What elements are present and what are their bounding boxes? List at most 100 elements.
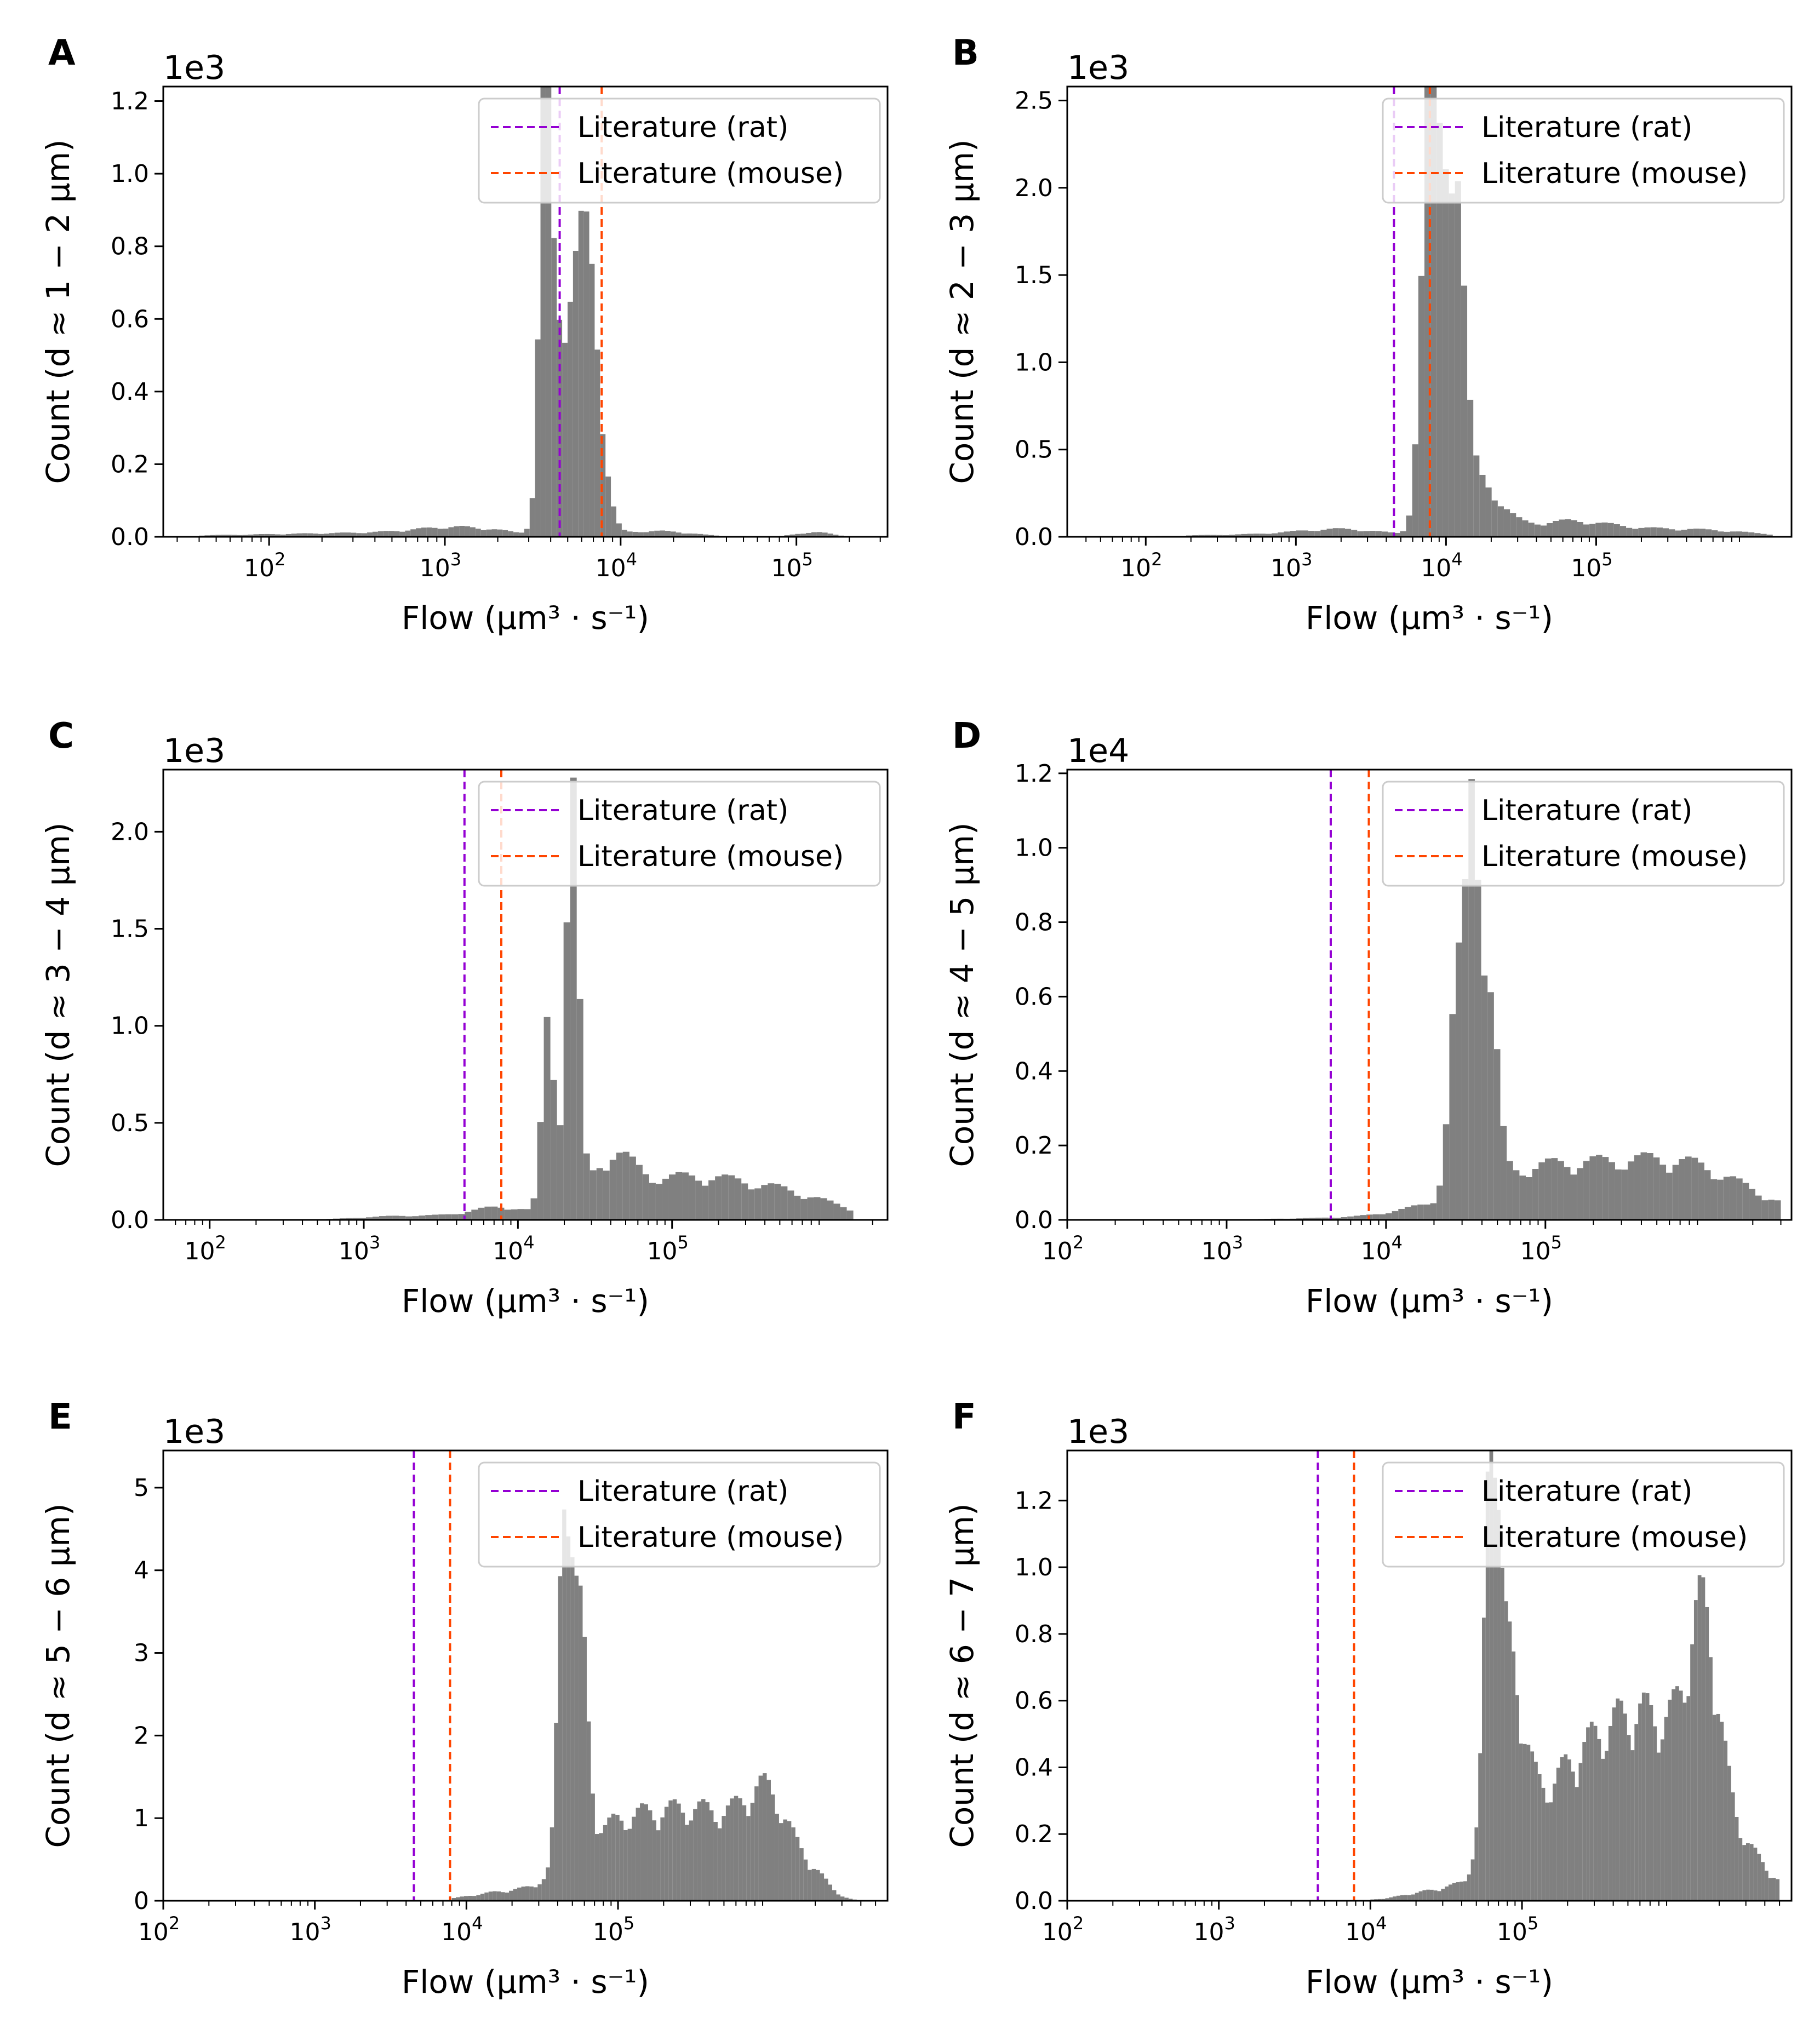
y-tick-label: 0.0 — [1015, 523, 1053, 551]
histogram-bar — [1768, 1200, 1775, 1220]
histogram-bar — [750, 1802, 755, 1901]
histogram-bar — [480, 1894, 485, 1901]
histogram-bar — [763, 1773, 767, 1901]
histogram-bar — [715, 1176, 722, 1220]
histogram-bar — [1653, 1157, 1660, 1220]
histogram-bar — [1613, 524, 1620, 537]
histogram-bar — [517, 1209, 524, 1220]
y-tick-label: 4 — [134, 1557, 149, 1585]
axes-frame — [162, 769, 889, 1221]
histogram-bar — [1417, 1205, 1424, 1220]
histogram-bar — [1393, 1896, 1397, 1901]
histogram-bar — [660, 530, 665, 537]
histogram-bar — [459, 526, 465, 537]
histogram-bar — [484, 1206, 491, 1220]
histogram-bar — [789, 534, 795, 537]
legend-rat-label: Literature (rat) — [577, 111, 788, 144]
histogram-bar — [1344, 529, 1352, 537]
histogram-bar — [640, 1803, 644, 1901]
histogram-bar — [1497, 506, 1504, 537]
histogram-bar — [1551, 1158, 1558, 1220]
histogram-bar — [649, 531, 655, 537]
x-axis-label: Flow (μm³ · s⁻¹) — [1306, 599, 1553, 637]
histogram-bar — [1601, 1758, 1605, 1901]
histogram-bar — [1619, 526, 1627, 537]
histogram-bar — [313, 534, 319, 537]
histogram-bar — [695, 1180, 702, 1220]
x-tick-exponent: 2 — [1151, 549, 1162, 570]
x-axis-ticks: 102 103 104 105 — [176, 537, 881, 582]
histogram-bar — [583, 1153, 590, 1220]
histogram-bar — [546, 87, 552, 537]
axis-multiplier: 1e4 — [1067, 732, 1129, 770]
x-tick-base: 10 — [1120, 554, 1151, 582]
legend-mouse-label: Literature (mouse) — [577, 840, 844, 873]
axis-multiplier: 1e3 — [163, 732, 225, 770]
x-tick-label: 105 — [1497, 1913, 1538, 1946]
x-tick-exponent: 5 — [1601, 549, 1612, 570]
x-tick-exponent: 2 — [1073, 1913, 1084, 1934]
histogram-bar — [623, 1830, 628, 1901]
y-tick-label: 0.6 — [1015, 983, 1053, 1011]
x-tick-label: 104 — [1421, 549, 1462, 582]
histogram-bar — [1491, 500, 1498, 537]
y-tick-label: 0.4 — [1015, 1057, 1053, 1085]
histogram-bar — [1394, 532, 1400, 537]
histogram-bar — [432, 528, 438, 537]
histogram-bars — [1143, 779, 1781, 1220]
y-tick-label: 1.2 — [1015, 760, 1053, 788]
histogram-bar — [665, 531, 671, 537]
histogram-bar — [451, 1214, 459, 1220]
x-tick-label: 102 — [244, 549, 285, 582]
legend: Literature (rat) Literature (mouse) — [478, 98, 881, 204]
y-axis-label: Count (d ≈ 5 − 6 μm) — [39, 1503, 77, 1848]
histogram-bar — [1278, 532, 1284, 537]
histogram-bar — [1679, 1159, 1685, 1220]
histogram-bar — [383, 531, 389, 537]
histogram-bar — [1717, 1179, 1724, 1220]
histogram-bar — [1308, 531, 1315, 537]
histogram-bar — [652, 1820, 656, 1901]
histogram-bar — [1575, 1787, 1579, 1901]
histogram-bar — [1265, 534, 1272, 537]
histogram-bar — [1647, 1153, 1653, 1220]
y-tick-label: 1 — [134, 1804, 149, 1832]
histogram-bar — [1616, 1698, 1620, 1901]
legend: Literature (rat) Literature (mouse) — [1382, 781, 1785, 887]
histogram-bar — [1596, 1155, 1602, 1220]
histogram-bar — [1712, 1715, 1716, 1901]
histogram-bar — [1760, 534, 1767, 537]
histogram-bar — [848, 1899, 853, 1901]
histogram-bar — [1749, 1844, 1754, 1901]
histogram-bar — [1445, 1886, 1449, 1901]
histogram-bar — [1772, 1878, 1776, 1901]
histogram-bar — [1407, 1895, 1412, 1901]
histogram-bar — [1541, 1787, 1546, 1901]
axis-multiplier: 1e3 — [163, 49, 225, 87]
x-tick-exponent: 4 — [626, 549, 637, 570]
histogram-bar — [1601, 522, 1608, 537]
histogram-bar — [497, 1207, 505, 1220]
axes-frame — [162, 1449, 889, 1902]
x-tick-base: 10 — [593, 1918, 623, 1946]
x-tick-label: 104 — [441, 1913, 483, 1946]
histogram-bar — [1396, 1895, 1400, 1901]
histogram-bar — [486, 529, 492, 537]
histogram-bar — [648, 1810, 653, 1901]
histogram-bar — [1302, 530, 1309, 537]
histogram-bar — [654, 530, 660, 537]
histogram-bar — [832, 1890, 837, 1901]
histogram-bar — [794, 1195, 801, 1220]
histogram-bar — [656, 1830, 661, 1901]
histogram-bar — [1461, 285, 1468, 537]
histogram-bar — [1204, 535, 1211, 537]
axis-multiplier: 1e3 — [163, 1413, 225, 1451]
histogram-bar — [524, 529, 530, 537]
histogram-bar — [1326, 529, 1333, 537]
histogram-bar — [806, 532, 811, 537]
x-tick-exponent: 5 — [1551, 1232, 1562, 1253]
histogram-bar — [1334, 1218, 1341, 1220]
histogram-bar — [1705, 1607, 1709, 1901]
